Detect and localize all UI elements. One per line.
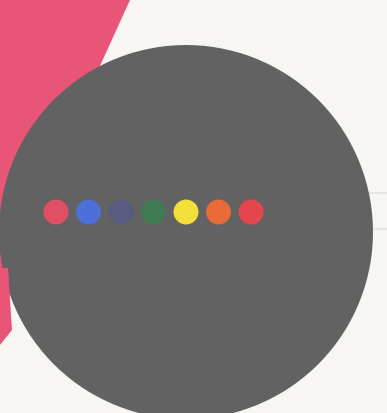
pink-shape-overlap <box>0 268 12 345</box>
large-gray-circle <box>0 45 373 413</box>
dot-yellow <box>173 199 199 225</box>
dot-green <box>141 199 166 225</box>
dot-orange <box>206 199 231 225</box>
dot-blue <box>76 199 101 225</box>
dot-red <box>43 199 69 225</box>
dot-slate <box>108 199 134 225</box>
dot-crimson <box>238 199 264 225</box>
colored-dot-row <box>43 199 264 225</box>
